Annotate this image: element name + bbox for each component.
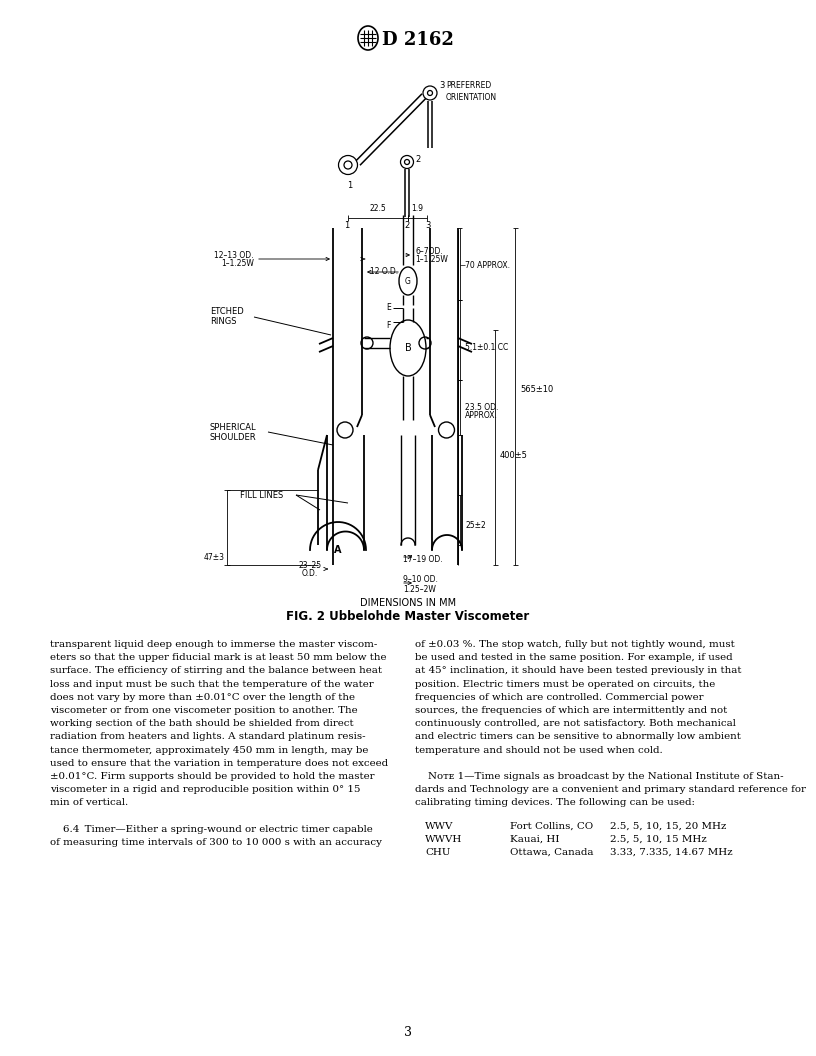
Text: be used and tested in the same position. For example, if used: be used and tested in the same position.… — [415, 654, 733, 662]
Text: 1: 1 — [344, 221, 349, 229]
Text: 1.9: 1.9 — [411, 204, 424, 213]
Text: WWVH: WWVH — [425, 835, 463, 844]
Text: loss and input must be such that the temperature of the water: loss and input must be such that the tem… — [50, 680, 374, 689]
Text: 12 O.D.: 12 O.D. — [370, 267, 398, 277]
Text: calibrating timing devices. The following can be used:: calibrating timing devices. The followin… — [415, 798, 695, 808]
Text: 565±10: 565±10 — [520, 385, 553, 395]
Text: 47±3: 47±3 — [204, 553, 225, 563]
Text: D 2162: D 2162 — [382, 31, 454, 49]
Text: radiation from heaters and lights. A standard platinum resis-: radiation from heaters and lights. A sta… — [50, 733, 366, 741]
Text: 2: 2 — [415, 155, 420, 165]
Text: of ±0.03 %. The stop watch, fully but not tightly wound, must: of ±0.03 %. The stop watch, fully but no… — [415, 640, 734, 649]
Text: viscometer or from one viscometer position to another. The: viscometer or from one viscometer positi… — [50, 706, 357, 715]
Text: 2.5, 5, 10, 15, 20 MHz: 2.5, 5, 10, 15, 20 MHz — [610, 822, 726, 831]
Text: does not vary by more than ±0.01°C over the length of the: does not vary by more than ±0.01°C over … — [50, 693, 355, 702]
Text: 3: 3 — [439, 80, 445, 90]
Text: dards and Technology are a convenient and primary standard reference for: dards and Technology are a convenient an… — [415, 786, 806, 794]
Text: min of vertical.: min of vertical. — [50, 798, 128, 808]
Text: E: E — [386, 303, 391, 313]
Text: and electric timers can be sensitive to abnormally low ambient: and electric timers can be sensitive to … — [415, 733, 741, 741]
Text: APPROX.: APPROX. — [465, 412, 498, 420]
Text: frequencies of which are controlled. Commercial power: frequencies of which are controlled. Com… — [415, 693, 703, 702]
Text: PREFERRED: PREFERRED — [446, 81, 491, 91]
Text: 70 APPROX.: 70 APPROX. — [465, 261, 510, 269]
Text: 3: 3 — [425, 221, 431, 229]
Text: 25±2: 25±2 — [465, 521, 486, 529]
Text: of measuring time intervals of 300 to 10 000 s with an accuracy: of measuring time intervals of 300 to 10… — [50, 838, 382, 847]
Text: SPHERICAL: SPHERICAL — [210, 422, 256, 432]
Text: WWV: WWV — [425, 822, 454, 831]
Text: 5.1±0.1 CC: 5.1±0.1 CC — [465, 343, 508, 353]
Text: temperature and should not be used when cold.: temperature and should not be used when … — [415, 746, 663, 755]
Text: ±0.01°C. Firm supports should be provided to hold the master: ±0.01°C. Firm supports should be provide… — [50, 772, 375, 781]
Text: FIG. 2 Ubbelohde Master Viscometer: FIG. 2 Ubbelohde Master Viscometer — [286, 610, 530, 623]
Text: 17–19 OD.: 17–19 OD. — [403, 555, 442, 565]
Text: continuously controlled, are not satisfactory. Both mechanical: continuously controlled, are not satisfa… — [415, 719, 736, 729]
Text: 23–25: 23–25 — [299, 561, 322, 569]
Text: eters so that the upper fiducial mark is at least 50 mm below the: eters so that the upper fiducial mark is… — [50, 654, 387, 662]
Text: B: B — [405, 343, 411, 353]
Text: 23.5 OD.: 23.5 OD. — [465, 402, 499, 412]
Text: 3.33, 7.335, 14.67 MHz: 3.33, 7.335, 14.67 MHz — [610, 848, 733, 857]
Text: viscometer in a rigid and reproducible position within 0° 15: viscometer in a rigid and reproducible p… — [50, 786, 361, 794]
Text: 22.5: 22.5 — [370, 204, 386, 213]
Text: used to ensure that the variation in temperature does not exceed: used to ensure that the variation in tem… — [50, 759, 388, 768]
Text: sources, the frequencies of which are intermittently and not: sources, the frequencies of which are in… — [415, 706, 727, 715]
Text: position. Electric timers must be operated on circuits, the: position. Electric timers must be operat… — [415, 680, 716, 689]
Text: DIMENSIONS IN MM: DIMENSIONS IN MM — [360, 598, 456, 608]
Text: 9–10 OD.: 9–10 OD. — [403, 576, 438, 585]
Text: RINGS: RINGS — [210, 317, 237, 325]
Text: 2: 2 — [405, 221, 410, 229]
Text: 400±5: 400±5 — [500, 451, 528, 459]
Text: 6–7OD.: 6–7OD. — [415, 246, 443, 256]
Text: ETCHED: ETCHED — [210, 307, 244, 317]
Text: Nᴏᴛᴇ 1—Time signals as broadcast by the National Institute of Stan-: Nᴏᴛᴇ 1—Time signals as broadcast by the … — [415, 772, 783, 781]
Text: 1: 1 — [348, 181, 353, 189]
Text: 6.4  Timer—Either a spring-wound or electric timer capable: 6.4 Timer—Either a spring-wound or elect… — [50, 825, 373, 834]
Text: surface. The efficiency of stirring and the balance between heat: surface. The efficiency of stirring and … — [50, 666, 382, 676]
Text: CHU: CHU — [425, 848, 450, 857]
Text: transparent liquid deep enough to immerse the master viscom-: transparent liquid deep enough to immers… — [50, 640, 377, 649]
Text: A: A — [335, 545, 342, 555]
Text: tance thermometer, approximately 450 mm in length, may be: tance thermometer, approximately 450 mm … — [50, 746, 368, 755]
Text: 1–1.25W: 1–1.25W — [221, 259, 254, 267]
Text: 3: 3 — [404, 1025, 412, 1038]
Text: O.D.: O.D. — [302, 568, 318, 578]
Text: F: F — [387, 321, 391, 329]
Text: FILL LINES: FILL LINES — [240, 490, 283, 499]
Text: working section of the bath should be shielded from direct: working section of the bath should be sh… — [50, 719, 353, 729]
Text: ORIENTATION: ORIENTATION — [446, 93, 497, 101]
Text: Ottawa, Canada: Ottawa, Canada — [510, 848, 593, 857]
Text: 1.25–2W: 1.25–2W — [403, 585, 436, 593]
Text: 1–1.25W: 1–1.25W — [415, 254, 448, 264]
Text: SHOULDER: SHOULDER — [210, 433, 256, 441]
Text: Fort Collins, CO: Fort Collins, CO — [510, 822, 593, 831]
Text: 12–13 OD.: 12–13 OD. — [215, 250, 254, 260]
Text: G: G — [405, 277, 411, 285]
Text: at 45° inclination, it should have been tested previously in that: at 45° inclination, it should have been … — [415, 666, 742, 676]
Text: 2.5, 5, 10, 15 MHz: 2.5, 5, 10, 15 MHz — [610, 835, 707, 844]
Text: Kauai, HI: Kauai, HI — [510, 835, 560, 844]
